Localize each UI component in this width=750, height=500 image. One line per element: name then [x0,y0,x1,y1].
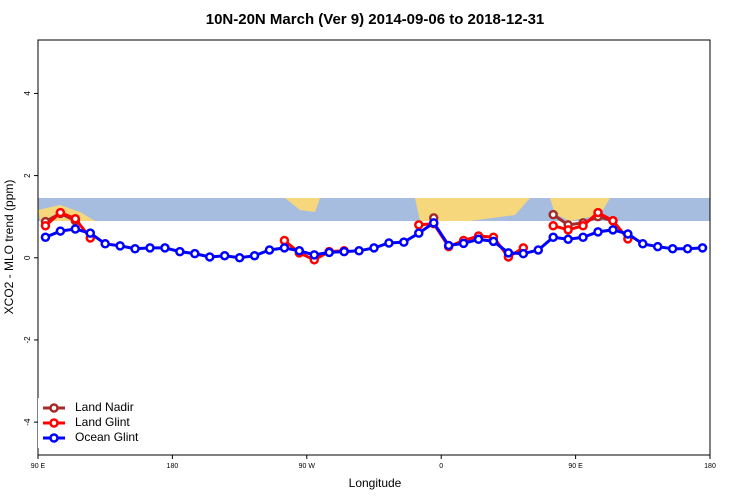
y-axis-label: XCO2 - MLO trend (ppm) [2,180,16,315]
data-point [175,246,185,257]
data-point [458,238,469,249]
data-point [204,252,215,262]
legend-marker [49,433,59,443]
data-point [399,237,409,247]
data-point [264,245,275,255]
data-point [697,243,708,253]
legend-marker [49,403,59,413]
data-point [145,243,155,253]
legend-label: Ocean Glint [75,430,139,444]
x-tick-label: 180 [704,463,716,470]
data-point [309,250,320,260]
y-tick-label: -4 [23,418,32,426]
data-point [55,207,66,218]
data-point [682,243,693,254]
data-point [488,236,499,247]
data-point [593,227,603,237]
data-point [85,228,96,238]
data-point [593,207,603,218]
data-point [40,232,51,242]
ocean-band [38,198,710,221]
data-point [100,239,110,249]
legend-label: Land Glint [75,415,130,429]
land-patch [285,198,320,212]
data-point [667,243,678,254]
data-point [608,225,618,235]
data-point [234,253,245,263]
map-band [38,198,710,221]
legend-marker [49,418,59,428]
x-tick-label: 0 [439,463,443,470]
data-point [533,245,544,255]
data-point [563,234,573,245]
data-point [279,243,290,253]
data-point [339,246,349,257]
y-tick-label: 2 [23,173,32,178]
data-point [548,209,558,220]
data-point [40,220,51,231]
y-tick-label: -2 [23,336,32,344]
series-line [44,210,92,239]
y-tick-label: 0 [23,255,32,260]
x-tick-label: 90 E [568,463,583,470]
data-point [503,248,514,258]
x-tick-label: 90 W [299,463,316,470]
data-point [249,250,260,261]
data-point [414,228,424,238]
data-point [428,218,439,228]
data-point [160,243,170,253]
data-point [70,224,81,234]
data-point [548,220,558,231]
data-point [608,216,618,226]
plot-frame [37,39,711,456]
data-point [623,229,633,239]
x-tick-label: 180 [167,463,179,470]
data-point [638,239,648,249]
data-point [115,241,125,251]
data-point [473,234,484,245]
x-tick-label: 90 E [31,463,46,470]
land-patch [415,198,530,221]
data-point [369,243,379,253]
data-point [443,240,454,251]
data-point [55,226,66,236]
data-point [190,248,200,259]
data-point [578,220,588,231]
data-point [652,241,663,252]
legend-label: Land Nadir [75,400,134,414]
data-point [219,250,230,261]
data-point [563,225,573,235]
data-point [384,238,394,248]
chart-title: 10N-20N March (Ver 9) 2014-09-06 to 2018… [206,11,545,28]
data-point [70,213,81,224]
data-point [130,243,140,254]
data-point [518,248,529,259]
data-point [414,220,424,230]
data-point [294,246,305,256]
data-point [279,235,290,246]
data-point [578,232,588,242]
y-tick-label: 4 [23,91,32,96]
x-axis-label: Longitude [349,476,402,490]
data-point [548,232,558,242]
data-point [354,246,364,256]
data-point [324,247,334,258]
